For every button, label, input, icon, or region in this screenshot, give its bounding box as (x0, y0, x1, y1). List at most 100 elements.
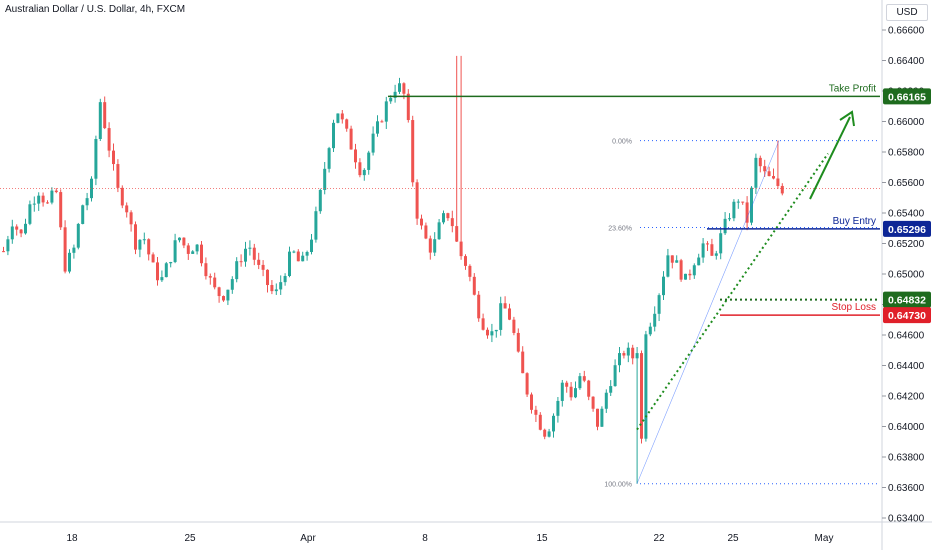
candle-body (534, 409, 538, 415)
candle-body (521, 351, 525, 374)
candle-body (622, 353, 626, 356)
candle-body (15, 226, 19, 230)
buy-entry-price-badge (883, 220, 931, 237)
candle-body (384, 101, 388, 122)
candle-body (380, 121, 384, 123)
trendline-support (636, 152, 829, 431)
candle-body (59, 192, 63, 228)
candle-body (248, 247, 252, 249)
candle-body (437, 222, 441, 240)
price-tick-label: 0.66600 (888, 26, 925, 37)
candle-body (318, 189, 322, 212)
candle-body (406, 93, 410, 121)
candle-body (371, 133, 375, 153)
candle-body (736, 201, 740, 203)
support-price-label: 0.64832 (888, 295, 926, 307)
candle-body (472, 276, 476, 295)
candle-body (582, 376, 586, 381)
candle-body (653, 313, 657, 327)
candle-body (103, 102, 107, 129)
candle-body (235, 261, 239, 280)
candle-body (459, 241, 463, 257)
candle-body (723, 218, 727, 234)
candle-body (420, 218, 423, 226)
candle-body (516, 332, 520, 352)
candle-body (644, 334, 648, 439)
time-tick-label: Apr (300, 533, 316, 544)
candle-body (164, 263, 168, 278)
candle-body (182, 237, 186, 246)
candle-body (763, 166, 767, 172)
candle-body (530, 394, 533, 410)
price-tick-label: 0.64600 (888, 331, 925, 342)
candle-body (446, 213, 450, 219)
candle-body (591, 396, 595, 409)
candle-body (728, 218, 731, 220)
currency-button[interactable]: USD (886, 4, 928, 21)
buy-entry-label: Buy Entry (833, 216, 876, 227)
candle-body (772, 176, 775, 179)
time-axis: 18 25 Apr 8 15 22 25 May (66, 533, 833, 544)
candle-body (543, 429, 547, 437)
candle-body (464, 256, 467, 266)
candle-body (292, 251, 296, 253)
price-tick-label: 0.65800 (888, 148, 925, 159)
candle-body (32, 203, 36, 205)
candle-body (393, 91, 397, 98)
time-tick-label: 8 (422, 533, 428, 544)
candle-body (169, 262, 173, 264)
candle-body (402, 83, 406, 94)
candle-body (741, 201, 745, 203)
candle-body (657, 295, 661, 314)
candle-body (85, 198, 89, 206)
candle-body (552, 415, 555, 432)
price-tick-label: 0.63800 (888, 453, 925, 464)
candle-body (362, 169, 366, 176)
candle-body (349, 128, 353, 150)
candle-body (173, 240, 177, 263)
candle-body (116, 164, 120, 188)
candle-body (565, 382, 569, 387)
candle-body (758, 157, 762, 167)
candle-body (776, 178, 780, 186)
time-tick-label: 25 (727, 533, 739, 544)
candle-body (424, 225, 428, 239)
candle-body (675, 260, 679, 263)
candle-body (666, 255, 670, 277)
candle-body (609, 386, 613, 393)
candle-body (398, 83, 401, 92)
candle-body (626, 347, 630, 356)
candle-body (710, 244, 714, 256)
arrow-shaft (809, 116, 851, 200)
candle-body (160, 277, 164, 281)
candle-body (477, 294, 481, 319)
candle-body (596, 408, 599, 427)
time-tick-label: 18 (66, 533, 78, 544)
candle-body (134, 224, 137, 250)
candle-body (560, 382, 564, 401)
candle-body (107, 128, 111, 151)
arrow-head (839, 110, 855, 127)
candle-body (37, 195, 41, 204)
candle-body (754, 157, 758, 188)
candle-body (512, 319, 516, 333)
price-tick-label: 0.66400 (888, 56, 925, 67)
candle-body (486, 329, 489, 336)
candle-body (411, 120, 415, 183)
candle-body (618, 353, 621, 366)
candle-body (692, 265, 696, 276)
candle-body (24, 223, 27, 234)
candle-body (332, 122, 335, 149)
time-tick-label: 15 (536, 533, 548, 544)
candle-body (239, 261, 243, 263)
candle-body (270, 285, 274, 292)
price-tick-label: 0.66000 (888, 117, 925, 128)
candle-body (574, 388, 577, 398)
price-tick-label: 0.64000 (888, 422, 925, 433)
candle-body (494, 329, 498, 332)
candle-body (503, 303, 507, 309)
stop-loss-label: Stop Loss (832, 302, 876, 313)
candle-body (780, 185, 784, 194)
candle-body (433, 239, 437, 253)
